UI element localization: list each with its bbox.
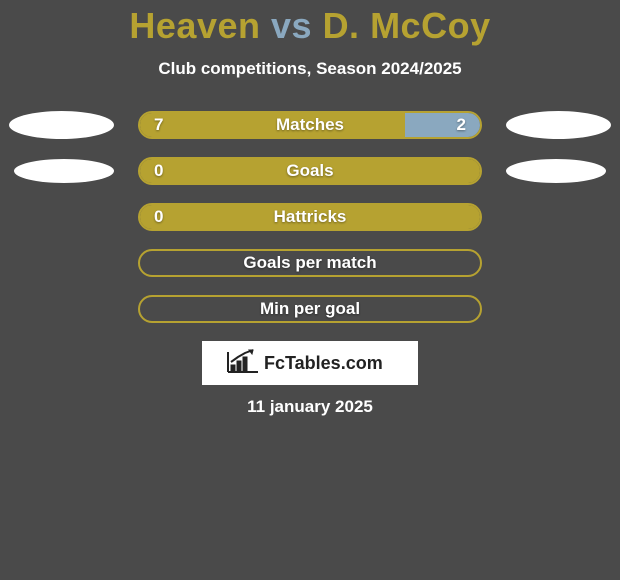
player2-marker <box>506 111 611 139</box>
brand-text: FcTables.com <box>264 353 383 373</box>
stat-bar: 0Goals <box>138 157 482 185</box>
subtitle: Club competitions, Season 2024/2025 <box>0 59 620 79</box>
stat-row: 0Goals <box>0 157 620 185</box>
stat-label: Goals <box>140 159 480 183</box>
player2-name: D. McCoy <box>323 5 491 46</box>
page-title: Heaven vs D. McCoy <box>0 5 620 47</box>
fctables-logo-icon: FcTables.com <box>220 348 400 378</box>
stat-rows: 72Matches 0Goals 0Hattricks Goals per match… <box>0 111 620 323</box>
brand-box: FcTables.com <box>202 341 418 385</box>
date-label: 11 january 2025 <box>0 397 620 417</box>
stat-bar: Goals per match <box>138 249 482 277</box>
stat-label: Matches <box>140 113 480 137</box>
comparison-card: Heaven vs D. McCoy Club competitions, Se… <box>0 0 620 417</box>
player1-name: Heaven <box>129 5 260 46</box>
stat-row: Goals per match <box>0 249 620 277</box>
player2-marker <box>506 159 606 183</box>
stat-label: Min per goal <box>140 297 480 321</box>
stat-label: Hattricks <box>140 205 480 229</box>
player1-marker <box>9 111 114 139</box>
stat-bar: 72Matches <box>138 111 482 139</box>
vs-label: vs <box>271 5 312 46</box>
stat-row: Min per goal <box>0 295 620 323</box>
stat-label: Goals per match <box>140 251 480 275</box>
stat-row: 0Hattricks <box>0 203 620 231</box>
stat-bar: 0Hattricks <box>138 203 482 231</box>
stat-bar: Min per goal <box>138 295 482 323</box>
player1-marker <box>14 159 114 183</box>
stat-row: 72Matches <box>0 111 620 139</box>
